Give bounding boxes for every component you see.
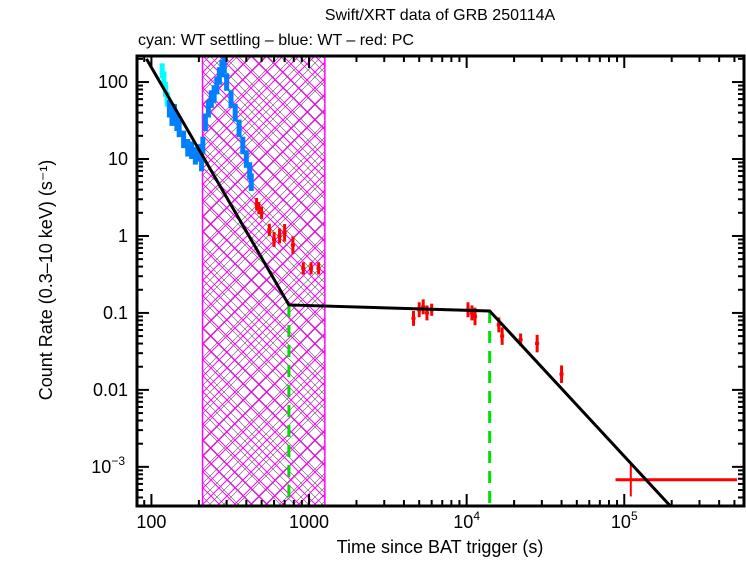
data-point-pc [500,327,505,345]
data-point-pc [290,236,295,254]
data-point-wt [205,99,211,118]
y-tick-label: 0.01 [93,380,128,400]
x-tick-label-base: 10 [611,512,631,532]
data-point-pc [421,299,426,315]
y-tick-label: 1 [118,226,128,246]
chart-subtitle: cyan: WT settling – blue: WT – red: PC [138,32,414,49]
data-point-wt [228,90,234,108]
data-point-wt [176,119,182,138]
y-tick-label-base: 1 [118,226,128,246]
data-point-pc [535,334,540,353]
x-tick-label: 104 [453,509,480,532]
y-tick-label-exponent: −3 [111,454,125,468]
y-tick-label-base: 10 [91,457,111,477]
data-point-wt [181,130,187,149]
y-tick-label-base: 0.1 [103,303,128,323]
magenta-hatched-interval [201,56,326,506]
data-point-pc [469,305,474,321]
data-point-wt [221,56,227,74]
data-point-wt [185,138,191,157]
model-fit-line [145,58,672,506]
data-point-wt [224,73,230,91]
x-tick-label: 1000 [289,512,329,532]
data-point-wt [202,113,208,132]
data-point-pc [316,262,321,275]
y-tick-label-base: 0.01 [93,380,128,400]
plot-frame [135,54,746,508]
x-axis-label: Time since BAT trigger (s) [337,537,544,557]
data-point-pc-wide-bin [615,464,738,497]
data-point-pc [259,206,264,219]
data-point-wt [243,150,249,168]
data-point-pc [277,228,282,244]
data-point-wt [200,136,206,155]
data-point-wt [236,119,242,138]
y-tick-label: 10 [108,149,128,169]
data-point-pc [308,262,314,275]
data-point-pc [301,262,306,275]
data-point-pc [267,223,272,236]
y-tick-label: 0.1 [103,303,128,323]
x-tick-label-base: 1000 [289,512,329,532]
x-tick-label-exponent: 4 [473,509,480,523]
data-point-pc [411,310,416,326]
data-point-pc [282,224,287,242]
y-tick-label-base: 10 [108,149,128,169]
data-point-pc [271,232,277,247]
data-point-wt [248,173,254,191]
y-tick-label: 10−3 [91,454,125,477]
data-point-wt [214,76,220,95]
chart-title: Swift/XRT data of GRB 250114A [325,7,556,24]
y-tick-label-base: 100 [98,72,128,92]
y-tick-label: 100 [98,72,128,92]
data-point-wt [240,136,246,155]
data-point-wt [232,103,238,122]
x-tick-label-base: 100 [136,512,166,532]
x-tick-label: 100 [136,512,166,532]
y-axis-label: Count Rate (0.3–10 keV) (s⁻¹) [36,160,56,401]
data-point-pc [559,365,564,383]
x-tick-label-base: 10 [453,512,473,532]
x-tick-label: 105 [611,509,638,532]
x-tick-label-exponent: 5 [631,509,638,523]
